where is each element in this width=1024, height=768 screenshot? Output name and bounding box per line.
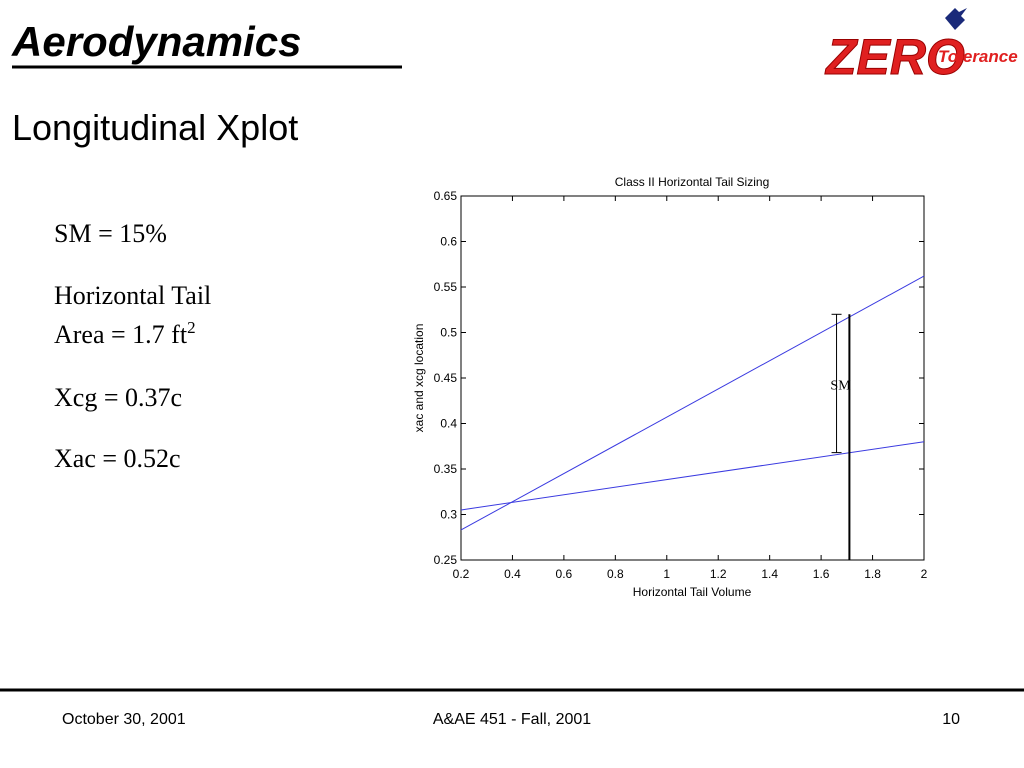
page-number: 10 bbox=[942, 711, 960, 728]
logo-word: ZERO bbox=[824, 29, 965, 85]
bullet: Xcg = 0.37c bbox=[54, 383, 182, 412]
bullet: SM = 15% bbox=[54, 219, 167, 248]
bullet-text: Area = 1.7 ft bbox=[54, 320, 188, 349]
x-tick-label: 2 bbox=[921, 567, 928, 581]
footer-course: A&AE 451 - Fall, 2001 bbox=[433, 711, 591, 728]
series-line bbox=[460, 441, 925, 511]
y-tick-label: 0.6 bbox=[440, 235, 457, 249]
logo: ZERO Tolerance bbox=[824, 8, 1020, 86]
y-tick-label: 0.5 bbox=[440, 326, 457, 340]
chart-title: Class II Horizontal Tail Sizing bbox=[615, 175, 770, 189]
x-tick-label: 1.6 bbox=[813, 567, 830, 581]
x-tick-label: 0.8 bbox=[607, 567, 624, 581]
x-tick-label: 0.6 bbox=[556, 567, 573, 581]
x-tick-label: 1.4 bbox=[761, 567, 778, 581]
x-tick-label: 1.2 bbox=[710, 567, 727, 581]
bullet: Horizontal Tail bbox=[54, 281, 211, 310]
bullet: Xac = 0.52c bbox=[54, 444, 181, 473]
annotation: SM bbox=[830, 378, 851, 393]
slide-subtitle: Longitudinal Xplot bbox=[12, 107, 298, 148]
x-axis-label: Horizontal Tail Volume bbox=[633, 585, 752, 599]
y-axis-label: xac and xcg location bbox=[412, 324, 426, 433]
footer-date: October 30, 2001 bbox=[62, 711, 186, 728]
x-tick-label: 0.4 bbox=[504, 567, 521, 581]
x-tick-label: 1 bbox=[663, 567, 670, 581]
x-tick-label: 1.8 bbox=[864, 567, 881, 581]
y-tick-label: 0.3 bbox=[440, 508, 457, 522]
y-tick-label: 0.45 bbox=[434, 371, 458, 385]
y-tick-label: 0.55 bbox=[434, 280, 458, 294]
logo-jet bbox=[945, 8, 967, 30]
y-tick-label: 0.65 bbox=[434, 189, 458, 203]
x-tick-label: 0.2 bbox=[453, 567, 470, 581]
y-tick-label: 0.35 bbox=[434, 462, 458, 476]
slide-title: Aerodynamics bbox=[11, 18, 301, 65]
y-tick-label: 0.25 bbox=[434, 553, 458, 567]
chart: Class II Horizontal Tail Sizing Horizont… bbox=[412, 175, 928, 599]
bullet: Area = 1.7 ft2 bbox=[54, 318, 196, 349]
plot-frame bbox=[460, 195, 925, 561]
series-line bbox=[460, 275, 925, 531]
logo-tagline: Tolerance bbox=[938, 47, 1018, 66]
y-tick-label: 0.4 bbox=[440, 417, 457, 431]
superscript: 2 bbox=[187, 318, 196, 337]
